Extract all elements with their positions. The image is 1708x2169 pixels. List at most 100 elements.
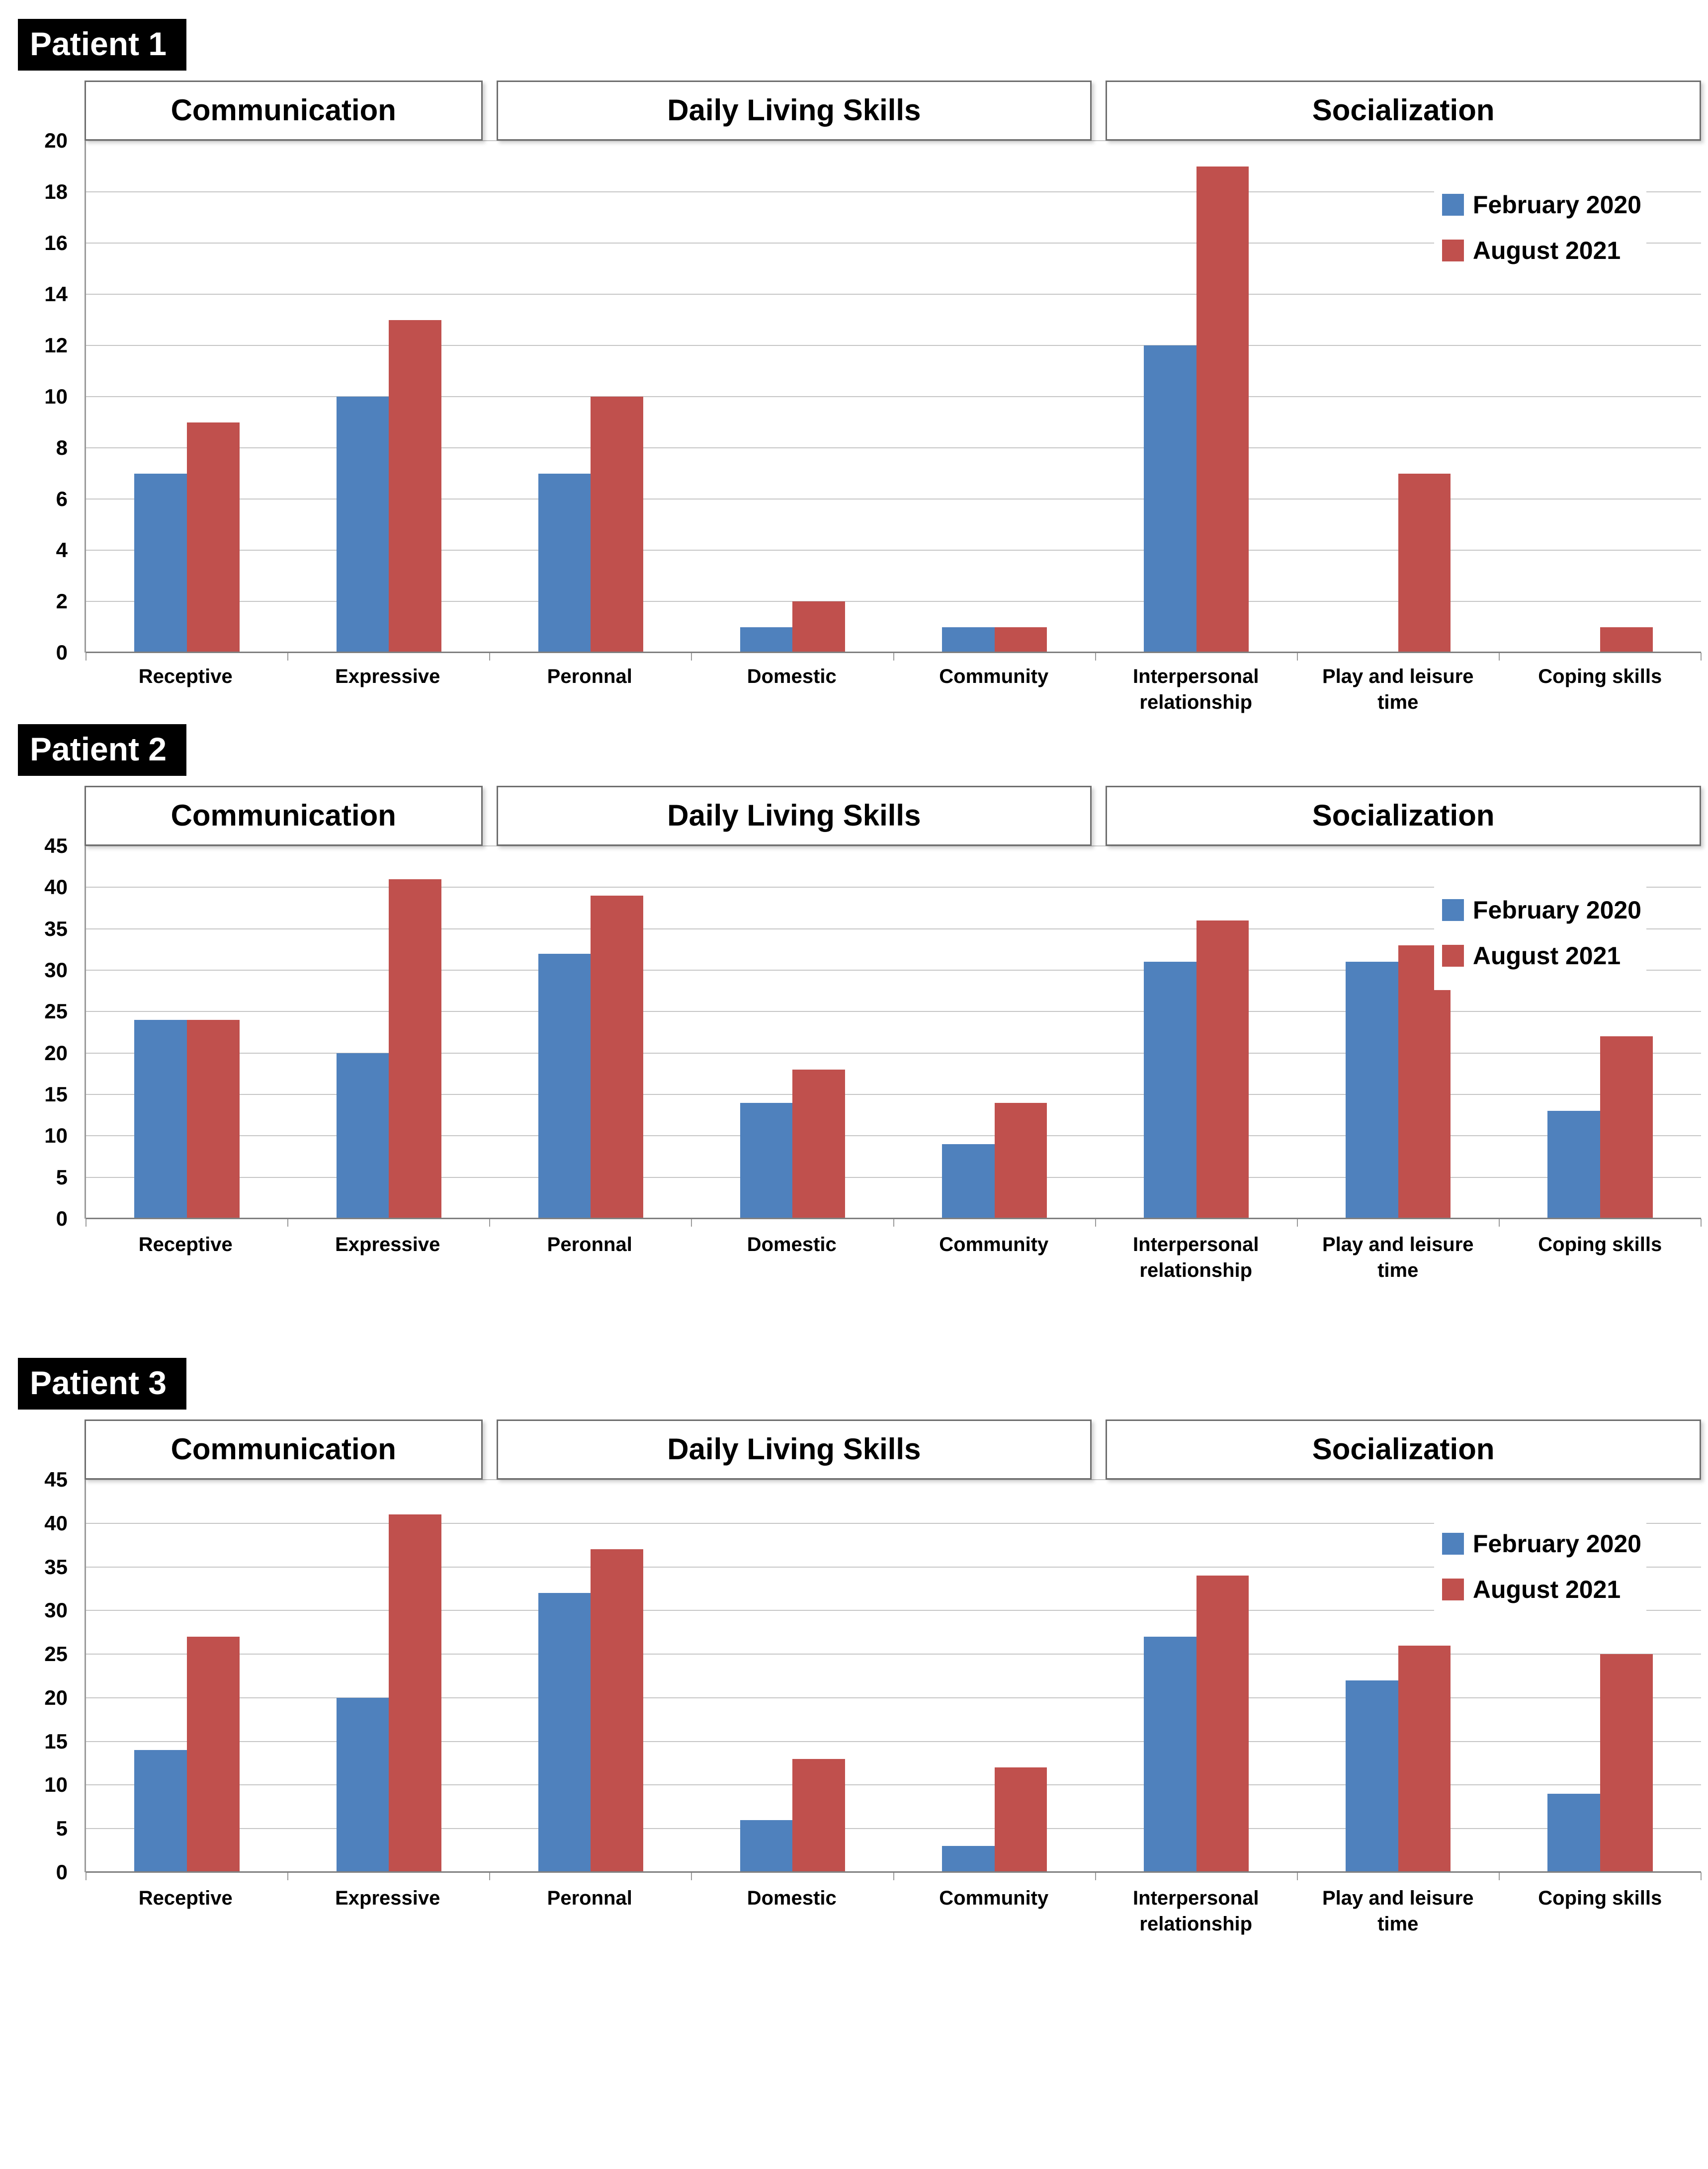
category-label-peronnal: Peronnal [547, 1887, 632, 1909]
category-label-cell: Community [893, 1232, 1095, 1283]
category-label-play-and-leisure-time: Play and leisure time [1322, 1887, 1474, 1935]
category-label-cell: Receptive [85, 664, 287, 715]
section-header-communication: Communication [85, 1419, 483, 1480]
bar-august-2021-community [994, 627, 1047, 653]
y-axis: 0 5 10 15 20 25 30 35 40 45 [0, 835, 85, 1229]
x-axis-line [86, 1218, 1701, 1219]
category-label-cell: Domestic [691, 1885, 893, 1937]
category-group-domestic [691, 1480, 893, 1872]
category-label-cell: Coping skills [1499, 664, 1702, 715]
gridline [86, 1828, 1701, 1830]
category-labels-row: Receptive Expressive Peronnal Domestic Commu… [85, 1232, 1701, 1283]
y-tick-label: 8 [56, 436, 68, 459]
category-label-coping-skills: Coping skills [1538, 1887, 1662, 1909]
legend-color-swatch-icon [1442, 1533, 1464, 1555]
bar-august-2021-play-and-leisure-time [1398, 945, 1451, 1219]
bar-february-2020-coping-skills [1547, 1111, 1600, 1219]
section-header-daily-living-skills: Daily Living Skills [496, 786, 1092, 846]
bar-august-2021-receptive [187, 422, 240, 653]
gridline [86, 1011, 1701, 1012]
bar-august-2021-interpersonal-relationship [1196, 920, 1249, 1219]
category-label-cell: Community [893, 1885, 1095, 1937]
y-tick-label: 12 [44, 334, 68, 357]
category-label-expressive: Expressive [335, 666, 440, 687]
category-group-community [894, 1480, 1096, 1872]
category-label-cell: Peronnal [489, 664, 691, 715]
legend-color-swatch-icon [1442, 899, 1464, 921]
bar-february-2020-community [941, 627, 995, 653]
bar-groups [86, 846, 1701, 1219]
category-label-cell: Interpersonal relationship [1095, 1232, 1297, 1283]
y-tick-label: 6 [56, 487, 68, 510]
gridline [86, 1094, 1701, 1095]
y-tick-label: 40 [44, 1511, 68, 1535]
x-axis-tick [1095, 653, 1096, 661]
y-tick-label: 45 [44, 1468, 68, 1491]
bar-february-2020-domestic [740, 1102, 793, 1219]
bar-february-2020-receptive [134, 473, 187, 653]
x-axis-tick [287, 1872, 289, 1880]
legend-label: February 2020 [1472, 896, 1641, 924]
gridline [86, 1135, 1701, 1137]
category-group-play-and-leisure-time [1297, 1480, 1499, 1872]
legend-label: February 2020 [1472, 191, 1641, 219]
category-label-cell: Domestic [691, 1232, 893, 1283]
bar-august-2021-coping-skills [1600, 1036, 1653, 1219]
legend: February 2020 August 2021 [1434, 170, 1646, 285]
gridline [86, 1522, 1701, 1524]
bar-groups [86, 141, 1701, 653]
category-group-interpersonal-relationship [1096, 846, 1297, 1219]
section-headers-row: Communication Daily Living Skills Socializ… [85, 81, 1701, 141]
bar-august-2021-community [994, 1767, 1047, 1872]
bar-august-2021-expressive [389, 320, 441, 653]
legend-color-swatch-icon [1442, 240, 1464, 261]
category-label-cell: Play and leisure time [1297, 664, 1499, 715]
x-axis-tick [893, 653, 894, 661]
x-axis-line [86, 652, 1701, 653]
bar-august-2021-receptive [187, 1637, 240, 1872]
x-axis-tick [1701, 1872, 1702, 1880]
patient-3-chart: Patient 3 Communication Daily Living Skill… [0, 1283, 1708, 1937]
category-group-expressive [288, 1480, 490, 1872]
legend-item-february-2020: February 2020 [1442, 1529, 1641, 1558]
bar-february-2020-peronnal [538, 473, 591, 653]
category-label-interpersonal-relationship: Interpersonal relationship [1133, 666, 1259, 713]
category-group-receptive [86, 846, 288, 1219]
category-label-cell: Interpersonal relationship [1095, 664, 1297, 715]
patient-2-chart: Patient 2 Communication Daily Living Skill… [0, 715, 1708, 1283]
x-axis-tick [489, 1219, 491, 1227]
x-axis-tick [1701, 653, 1702, 661]
section-header-socialization: Socialization [1106, 1419, 1701, 1480]
x-axis-tick [1095, 1872, 1096, 1880]
bar-august-2021-domestic [792, 1070, 846, 1219]
category-labels-row: Receptive Expressive Peronnal Domestic Commu… [85, 1885, 1701, 1937]
gridline [86, 1176, 1701, 1178]
bar-august-2021-interpersonal-relationship [1196, 166, 1249, 653]
y-tick-label: 20 [44, 129, 68, 152]
x-axis-tick [1498, 653, 1500, 661]
gridline [86, 191, 1701, 192]
bar-august-2021-interpersonal-relationship [1196, 1576, 1249, 1872]
category-label-interpersonal-relationship: Interpersonal relationship [1133, 1234, 1259, 1281]
category-label-cell: Expressive [287, 1885, 489, 1937]
category-label-cell: Receptive [85, 1885, 287, 1937]
category-label-domestic: Domestic [747, 1887, 837, 1909]
y-tick-label: 5 [56, 1817, 68, 1840]
gridline [86, 1566, 1701, 1568]
category-label-coping-skills: Coping skills [1538, 666, 1662, 687]
patient-label: Patient 2 [18, 724, 187, 776]
x-axis-tick [489, 1872, 491, 1880]
y-tick-label: 15 [44, 1729, 68, 1753]
y-tick-label: 10 [44, 1124, 68, 1148]
category-group-receptive [86, 1480, 288, 1872]
bar-february-2020-peronnal [538, 1593, 591, 1872]
x-axis-tick [489, 653, 491, 661]
section-header-communication: Communication [85, 81, 483, 141]
x-axis-tick [85, 653, 86, 661]
bar-august-2021-play-and-leisure-time [1398, 473, 1451, 653]
section-header-socialization: Socialization [1106, 786, 1701, 846]
legend-label: February 2020 [1472, 1530, 1641, 1558]
section-headers-row: Communication Daily Living Skills Socializ… [85, 786, 1701, 846]
section-header-communication: Communication [85, 786, 483, 846]
